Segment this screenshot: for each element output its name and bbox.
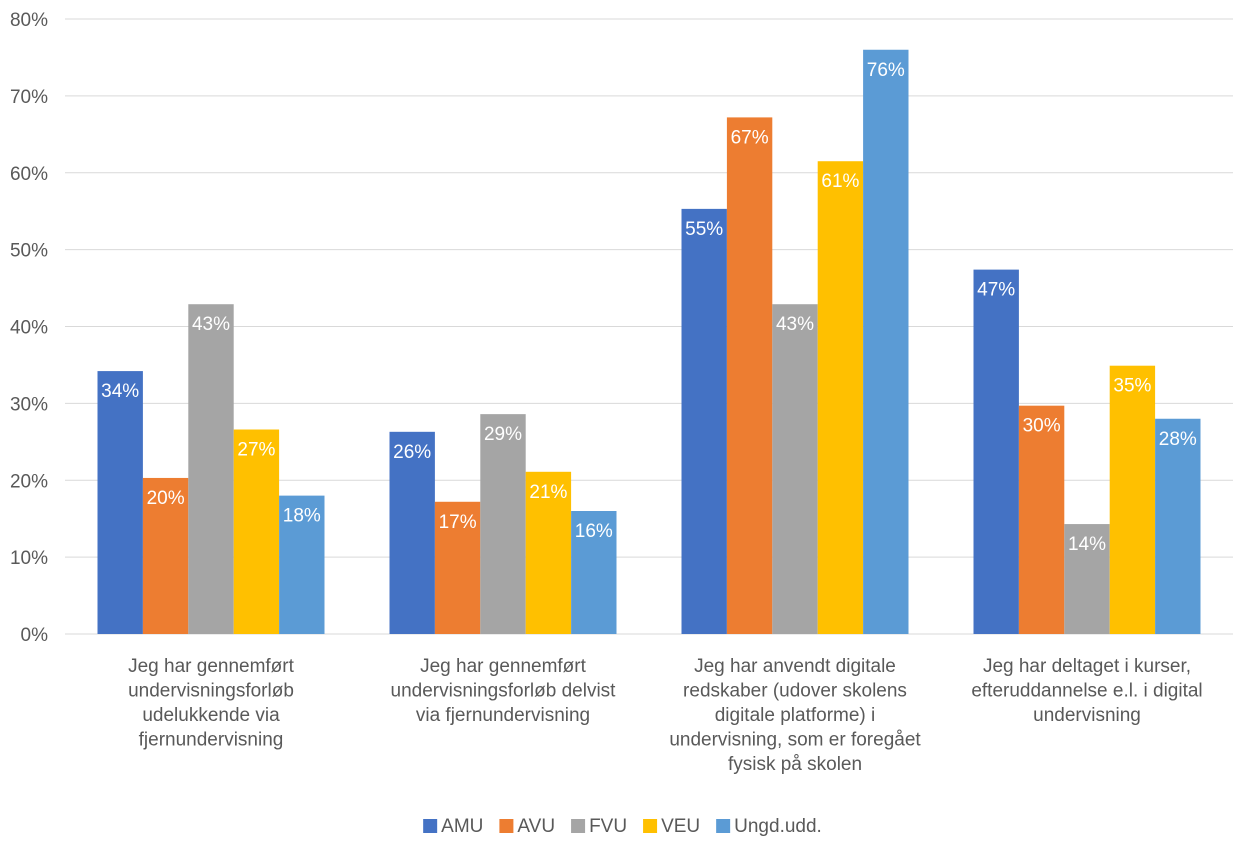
legend-label: AMU <box>441 816 483 837</box>
bar-amu-1 <box>97 371 143 634</box>
legend-item: AVU <box>499 816 555 837</box>
y-tick-label: 80% <box>10 10 48 31</box>
bar-ungd-udd-3 <box>863 49 909 634</box>
bar-amu-2 <box>389 431 435 634</box>
data-label: 47% <box>977 280 1015 301</box>
data-label: 14% <box>1068 534 1106 555</box>
category-label-line: Jeg har anvendt digitale <box>694 656 896 677</box>
category-label: Jeg har deltaget i kurser, efteruddannels… <box>971 656 1202 726</box>
category-label: Jeg har anvendt digitale redskaber (udove… <box>669 656 921 775</box>
bar-veu-3 <box>817 161 864 634</box>
bar-avu-4 <box>1018 405 1065 634</box>
bar-veu-4 <box>1109 365 1156 634</box>
data-label: 17% <box>439 512 477 533</box>
bar-amu-4 <box>973 269 1019 634</box>
bar-fvu-3 <box>772 304 818 634</box>
y-tick-label: 70% <box>10 87 48 108</box>
category-label-line: digitale platforme) i <box>715 705 876 726</box>
bar-avu-3 <box>726 117 773 634</box>
legend-item: Ungd.udd. <box>716 816 822 837</box>
bar-avu-2 <box>434 501 481 634</box>
bar-avu-1 <box>142 477 189 634</box>
y-tick-label: 50% <box>10 241 48 262</box>
bar-fvu-4 <box>1064 524 1110 634</box>
category-label: Jeg har gennemført undervisningsforløb de… <box>391 656 617 726</box>
bar-ungd-udd-4 <box>1155 418 1201 634</box>
legend-swatch <box>423 819 438 833</box>
bar-amu-3 <box>681 208 727 634</box>
category-label-line: fjernundervisning <box>139 730 284 751</box>
bar-fvu-2 <box>480 414 526 634</box>
data-label: 67% <box>731 127 769 148</box>
legend-swatch <box>716 819 731 833</box>
category-label-line: fysisk på skolen <box>728 754 862 775</box>
data-label: 76% <box>867 60 905 81</box>
legend-item: FVU <box>571 816 627 837</box>
data-label: 30% <box>1023 416 1061 437</box>
legend: AMU AVU FVU VEU Ungd.udd. <box>423 816 822 837</box>
data-label: 29% <box>484 424 522 445</box>
data-label: 16% <box>575 521 613 542</box>
category-label-line: undervisningsforløb delvist <box>391 681 617 702</box>
data-label: 35% <box>1113 376 1151 397</box>
legend-item: AMU <box>423 816 483 837</box>
data-labels: 34% 20% 43% 27% 18% 26% 17% 29% 21% 16% 55% 67% 43% 6… <box>101 60 1197 555</box>
legend-swatch <box>571 819 586 833</box>
bar-ungd-udd-2 <box>571 511 617 634</box>
data-label: 28% <box>1159 429 1197 450</box>
legend-swatch <box>643 819 658 833</box>
data-label: 55% <box>685 219 723 240</box>
category-label-line: via fjernundervisning <box>416 705 590 726</box>
data-label: 43% <box>776 314 814 335</box>
category-label-line: Jeg har deltaget i kurser, <box>983 656 1191 677</box>
data-label: 43% <box>192 314 230 335</box>
y-tick-label: 40% <box>10 318 48 339</box>
legend-item: VEU <box>643 816 700 837</box>
data-label: 34% <box>101 381 139 402</box>
category-label-line: redskaber (udover skolens <box>683 681 907 702</box>
category-label-line: Jeg har gennemført <box>420 656 587 677</box>
x-axis-categories: Jeg har gennemført undervisningsforløb ude… <box>128 656 1203 775</box>
data-label: 18% <box>283 506 321 527</box>
data-label: 20% <box>147 488 185 509</box>
category-label: Jeg har gennemført undervisningsforløb ude… <box>128 656 295 751</box>
data-label: 26% <box>393 442 431 463</box>
data-label: 21% <box>529 482 567 503</box>
bar-veu-2 <box>525 471 572 634</box>
data-label: 61% <box>821 171 859 192</box>
category-label-line: udelukkende via <box>142 705 280 726</box>
category-label-line: undervisningsforløb <box>128 681 294 702</box>
legend-label: FVU <box>589 816 627 837</box>
legend-label: Ungd.udd. <box>734 816 822 837</box>
y-tick-label: 30% <box>10 394 48 415</box>
category-label-line: Jeg har gennemført <box>128 656 295 677</box>
bar-ungd-udd-1 <box>279 495 325 634</box>
y-tick-label: 0% <box>21 625 49 646</box>
category-label-line: efteruddannelse e.l. i digital <box>971 681 1202 702</box>
bar-fvu-1 <box>188 304 234 634</box>
category-label-line: undervisning, som er foregået <box>669 730 921 751</box>
y-tick-label: 10% <box>10 548 48 569</box>
y-tick-label: 20% <box>10 471 48 492</box>
category-label-line: undervisning <box>1033 705 1141 726</box>
y-axis-ticks: 0% 10% 20% 30% 40% 50% 60% 70% 80% <box>10 10 48 646</box>
legend-label: VEU <box>661 816 700 837</box>
bar-veu-1 <box>233 429 280 634</box>
legend-swatch <box>499 819 514 833</box>
bars <box>97 49 1201 634</box>
legend-label: AVU <box>517 816 555 837</box>
y-tick-label: 60% <box>10 164 48 185</box>
data-label: 27% <box>237 440 275 461</box>
